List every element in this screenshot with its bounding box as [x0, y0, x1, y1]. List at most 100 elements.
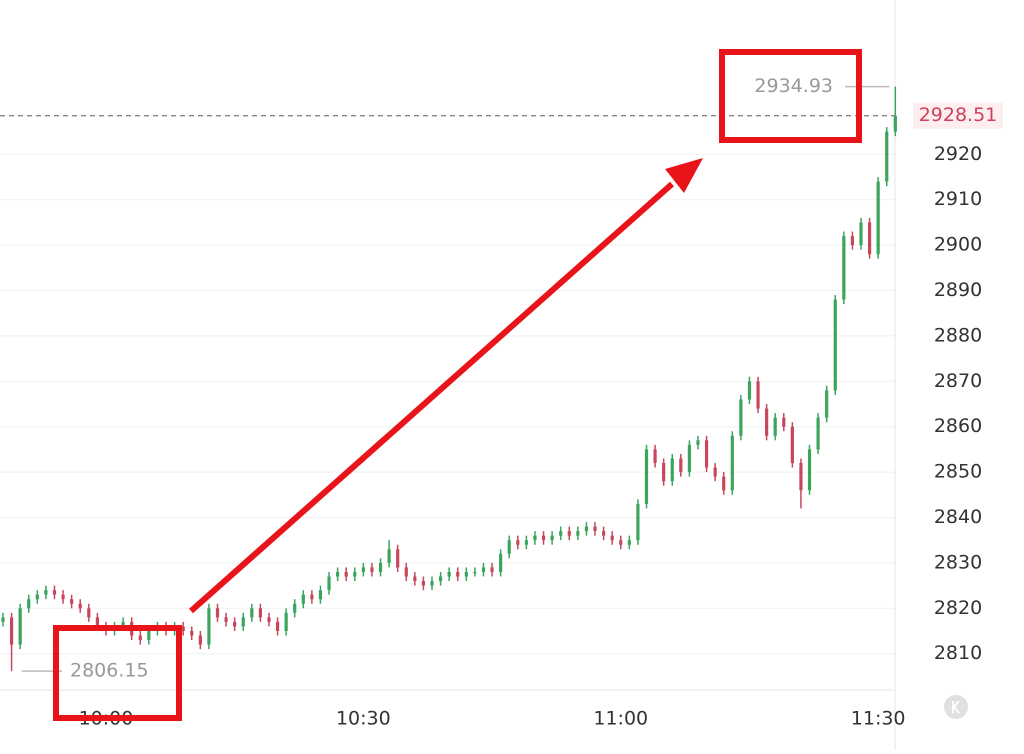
candle-body: [867, 222, 872, 255]
candle-body: [181, 626, 185, 631]
candle-body: [207, 608, 211, 645]
candle-body: [267, 617, 271, 622]
candle-body: [121, 621, 125, 627]
candle-body: [9, 617, 14, 645]
candle-body: [782, 417, 786, 427]
candle-body: [344, 571, 348, 577]
y-tick-label: 2920: [934, 143, 982, 165]
labels: 2810 2820 2830 2840 2850 2860 2870 2880 2890 2900…: [0, 75, 1003, 730]
candle-body: [361, 567, 365, 572]
candle-body: [44, 590, 48, 595]
candle-body: [619, 540, 623, 545]
candle-body: [138, 635, 142, 641]
candle-body: [662, 463, 666, 482]
candle-body: [27, 599, 31, 609]
candle-body: [499, 553, 503, 572]
high-label: 2934.93: [754, 75, 833, 97]
candle-body: [198, 635, 202, 645]
candle-body: [404, 567, 408, 577]
candle-body: [893, 115, 897, 132]
y-tick-label: 2880: [934, 324, 982, 346]
candle-body: [241, 617, 245, 627]
candle-body: [807, 449, 812, 491]
candle-body: [704, 440, 709, 468]
candle-body: [790, 426, 794, 464]
candle-body: [421, 581, 426, 586]
y-tick-label: 2890: [934, 279, 982, 301]
candle-body: [147, 630, 151, 641]
candle-body: [215, 608, 220, 618]
y-tick-label: 2820: [934, 597, 982, 619]
y-tick-label: 2830: [934, 551, 982, 573]
candle-body: [885, 131, 889, 182]
candle-body: [739, 399, 743, 436]
y-tick-label: 2910: [934, 188, 982, 210]
candle-body: [353, 571, 357, 577]
candle-body: [95, 617, 99, 627]
candle-body: [387, 549, 391, 563]
candle-body: [336, 571, 340, 577]
candle-body: [413, 576, 417, 582]
arrow-shaft: [189, 181, 674, 614]
candle-body: [456, 571, 460, 577]
candle-body: [679, 458, 683, 473]
candle-body: [756, 381, 760, 409]
grid: [0, 153, 895, 655]
x-tick-label: 11:30: [851, 708, 906, 730]
candle-body: [644, 449, 649, 504]
x-tick-label: 11:00: [593, 708, 648, 730]
candle-body: [70, 599, 74, 604]
candle-body: [438, 576, 443, 582]
candle-body: [327, 576, 331, 591]
candle-body: [284, 612, 288, 631]
candle-body: [747, 381, 752, 400]
candle-body: [18, 608, 22, 645]
candle-body: [602, 531, 606, 536]
candle-body: [550, 535, 554, 541]
candle-body: [696, 440, 700, 445]
candle-body: [773, 417, 777, 436]
highlight-box: [53, 625, 182, 721]
candle-body: [876, 181, 880, 255]
candle-body: [293, 603, 297, 613]
candle-body: [224, 617, 228, 622]
candle-body: [687, 444, 691, 473]
candle-body: [636, 503, 640, 541]
candle-body: [301, 594, 305, 604]
candle-body: [610, 535, 614, 541]
candle-body: [541, 535, 546, 541]
candle-body: [473, 571, 477, 574]
last-price-label: 2928.51: [919, 104, 998, 126]
k-icon[interactable]: [944, 695, 968, 719]
candle-body: [233, 621, 237, 627]
arrow-head: [665, 158, 703, 193]
candle-body: [87, 608, 91, 618]
candle-body: [524, 540, 528, 545]
candle-body: [713, 467, 717, 477]
candle-body: [516, 540, 520, 545]
candle-body: [859, 222, 863, 246]
candle-body: [35, 594, 39, 600]
y-tick-label: 2860: [934, 415, 982, 437]
candle-body: [670, 458, 674, 482]
candle-body: [318, 590, 323, 600]
candle-body: [310, 594, 314, 600]
candle-body: [593, 526, 597, 532]
candle-body: [653, 449, 657, 464]
candle-body: [250, 608, 254, 618]
candle-body: [258, 608, 262, 618]
candle-body: [730, 435, 734, 491]
y-tick-label: 2840: [934, 506, 982, 528]
candle-body: [507, 540, 511, 554]
candle-body: [584, 526, 589, 532]
candle-body: [396, 549, 400, 568]
candle-body: [842, 236, 846, 300]
y-tick-label: 2850: [934, 461, 982, 483]
y-tick-label: 2870: [934, 370, 982, 392]
candle-body: [533, 535, 537, 541]
candle-body: [833, 299, 837, 391]
candle-body: [816, 417, 820, 450]
candle-body: [61, 594, 65, 600]
candle-body: [722, 476, 726, 491]
